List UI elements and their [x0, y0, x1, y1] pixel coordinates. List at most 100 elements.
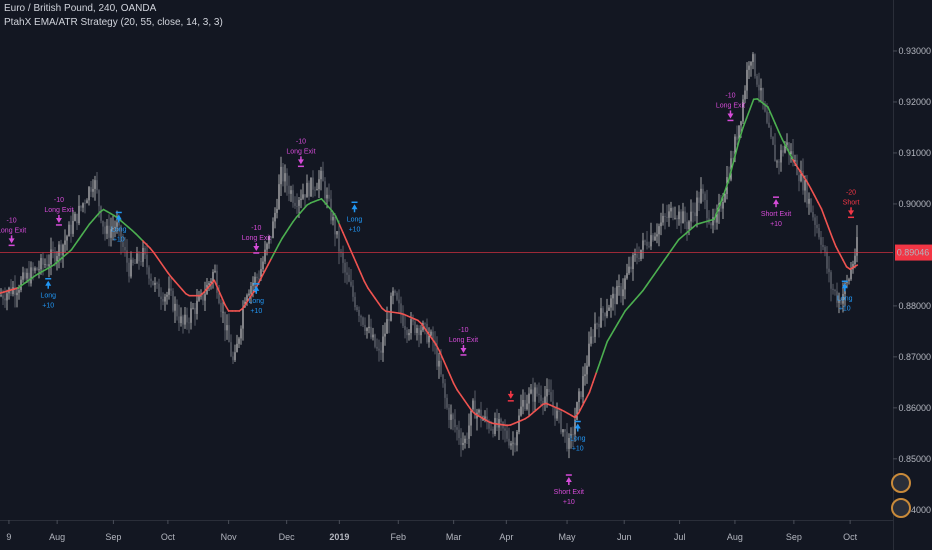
- ema-fast-segment: [267, 257, 273, 266]
- candle-body: [566, 431, 568, 449]
- candle-body: [484, 416, 486, 420]
- candle-body: [752, 54, 754, 62]
- ema-fast-segment: [610, 328, 616, 337]
- flag-icon-gb[interactable]: [891, 498, 911, 518]
- candle-body: [130, 259, 132, 277]
- current-price-line: 0.89046: [0, 244, 932, 261]
- price-badge[interactable]: [895, 244, 932, 261]
- annotation-short-exit[interactable]: Short Exit +10: [761, 196, 791, 228]
- ema-fast-segment: [149, 247, 155, 254]
- ema-fast-segment: [770, 114, 776, 125]
- ema-fast-segment: [220, 295, 226, 306]
- ema-fast-segment: [727, 165, 734, 181]
- ema-fast-segment: [259, 271, 266, 280]
- candle-body: [238, 338, 240, 344]
- candle-body: [712, 217, 714, 226]
- annotation-long-exit[interactable]: -10 Long Exit: [242, 225, 271, 254]
- candle-body: [772, 136, 774, 145]
- candle-body: [482, 419, 484, 421]
- candle-body: [746, 69, 748, 91]
- ema-fast-segment: [810, 187, 816, 197]
- indicator-title[interactable]: PtahX EMA/ATR Strategy (20, 55, close, 1…: [4, 17, 223, 28]
- annotation-long-exit[interactable]: -10 Long Exit: [449, 327, 478, 356]
- annotation-amount: -10: [7, 217, 17, 224]
- symbol-title[interactable]: Euro / British Pound, 240, OANDA: [4, 3, 157, 14]
- candle-body: [464, 438, 466, 443]
- candle-body: [404, 325, 406, 330]
- candle-body: [2, 295, 4, 299]
- candle-body: [570, 434, 572, 438]
- x-tick-label: Aug: [49, 532, 65, 542]
- x-tick-label: Feb: [391, 532, 407, 542]
- x-tick-label: Nov: [221, 532, 238, 542]
- ema-fast-segment: [627, 302, 634, 308]
- candle-body: [166, 294, 168, 297]
- ema-fast-segment: [331, 210, 337, 217]
- ema-fast-segment: [749, 98, 755, 110]
- candle-body: [80, 205, 82, 208]
- candle-body: [724, 193, 726, 203]
- candle-body: [826, 251, 828, 269]
- ema-fast-segment: [817, 201, 823, 210]
- candle-body: [72, 220, 74, 234]
- candle-body: [280, 166, 282, 185]
- candle-body: [662, 215, 664, 223]
- annotation-long-entry[interactable]: Long +10: [111, 211, 127, 243]
- annotation-short-entry[interactable]: [507, 390, 514, 402]
- y-axis[interactable]: 0.84000 0.85000 0.86000 0.87000 0.88000 0.900…: [893, 46, 931, 515]
- candle-body: [416, 328, 418, 333]
- candle-body: [288, 185, 290, 194]
- annotation-long-entry[interactable]: Long +10: [570, 420, 586, 452]
- candle-body: [564, 429, 566, 432]
- candle-body: [52, 249, 54, 252]
- candle-body: [516, 431, 518, 446]
- annotation-short-entry[interactable]: -20 Short: [843, 189, 860, 219]
- flag-icon-eu[interactable]: [891, 473, 911, 493]
- annotation-long-entry[interactable]: Long +10: [837, 280, 853, 312]
- annotation-long-entry[interactable]: Long +10: [249, 283, 265, 315]
- ema-fast-segment: [74, 238, 80, 246]
- y-tick-label: 0.86000: [898, 403, 931, 413]
- candle-body: [74, 213, 76, 221]
- candle-body: [542, 400, 544, 404]
- annotation-long-exit[interactable]: -10 Long Exit: [716, 92, 745, 122]
- annotation-long-exit[interactable]: -10 Long Exit: [286, 138, 316, 168]
- candle-body: [38, 269, 40, 271]
- candle-body: [36, 268, 38, 271]
- annotation-short-exit[interactable]: Short Exit +10: [554, 474, 584, 506]
- candle-body: [530, 389, 532, 394]
- ema-fast-segment: [370, 292, 376, 300]
- annotation-long-entry[interactable]: Long +10: [347, 201, 363, 233]
- candle-body: [540, 395, 542, 401]
- candle-body: [272, 221, 274, 238]
- candle-body: [522, 399, 524, 407]
- annotation-long-entry[interactable]: Long +10: [40, 277, 56, 310]
- candle-body: [30, 267, 32, 284]
- ema-fast-segment: [638, 289, 644, 296]
- candle-body: [488, 422, 490, 429]
- candle-body: [548, 389, 550, 393]
- candle-body: [366, 328, 368, 331]
- candle-body: [138, 253, 140, 262]
- candle-body: [764, 103, 766, 112]
- candle-body: [776, 161, 778, 163]
- ema-fast-segment: [356, 264, 362, 275]
- ema-fast-segment: [134, 232, 141, 239]
- candle-body: [360, 315, 362, 318]
- candle-body: [524, 399, 526, 410]
- candle-body: [240, 328, 242, 339]
- candle-body: [802, 170, 804, 191]
- candle-body: [286, 173, 288, 186]
- candle-body: [652, 235, 654, 241]
- candle-body: [0, 295, 2, 297]
- annotation-long-exit[interactable]: -10 Long Exit: [0, 217, 26, 247]
- candle-body: [216, 270, 218, 293]
- ema-fast-segment: [142, 240, 148, 246]
- candle-body: [608, 307, 610, 311]
- down-arrow-icon: [253, 246, 260, 251]
- candle-body: [398, 299, 400, 304]
- candle-body: [442, 374, 444, 384]
- x-axis[interactable]: 9 Aug Sep Oct Nov Dec 2019 Feb Mar Apr May Jun Jul Au…: [6, 520, 858, 542]
- annotation-long-exit[interactable]: -10 Long Exit: [44, 197, 74, 226]
